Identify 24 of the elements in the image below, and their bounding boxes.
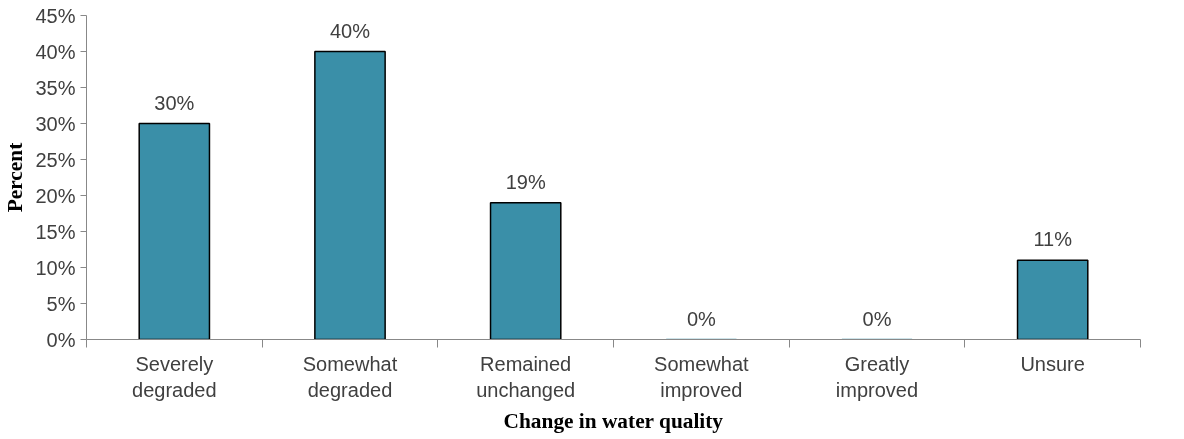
data-label: 11% (1033, 228, 1073, 251)
y-tick-label: 30% (35, 112, 76, 135)
x-tick-label: Unsure (1020, 352, 1085, 375)
y-tick-label: 45% (35, 4, 76, 27)
x-axis-title: Change in water quality (503, 408, 724, 433)
x-tick-label: Somewhat degraded (302, 352, 398, 401)
y-tick-label: 0% (46, 328, 76, 351)
y-tick-label: 35% (35, 76, 76, 99)
y-tick-label: 20% (35, 184, 76, 207)
data-label: 19% (505, 170, 546, 193)
y-axis-title: Percent (3, 141, 28, 213)
y-tick-label: 25% (35, 148, 76, 171)
y-tick-label: 40% (35, 40, 76, 63)
y-tick-label: 10% (35, 256, 76, 279)
x-tick-label: Severely degraded (132, 352, 217, 401)
x-tick-label: Greatly improved (835, 352, 919, 401)
data-label: 0% (686, 307, 716, 330)
data-label: 40% (329, 19, 371, 42)
y-tick-label: 15% (35, 220, 76, 243)
x-tick-label: Remained unchanged (476, 352, 576, 401)
data-label: 0% (862, 307, 892, 330)
y-tick-label: 5% (46, 292, 76, 315)
data-label: 30% (154, 91, 195, 114)
x-tick-label: Somewhat improved (654, 352, 750, 401)
